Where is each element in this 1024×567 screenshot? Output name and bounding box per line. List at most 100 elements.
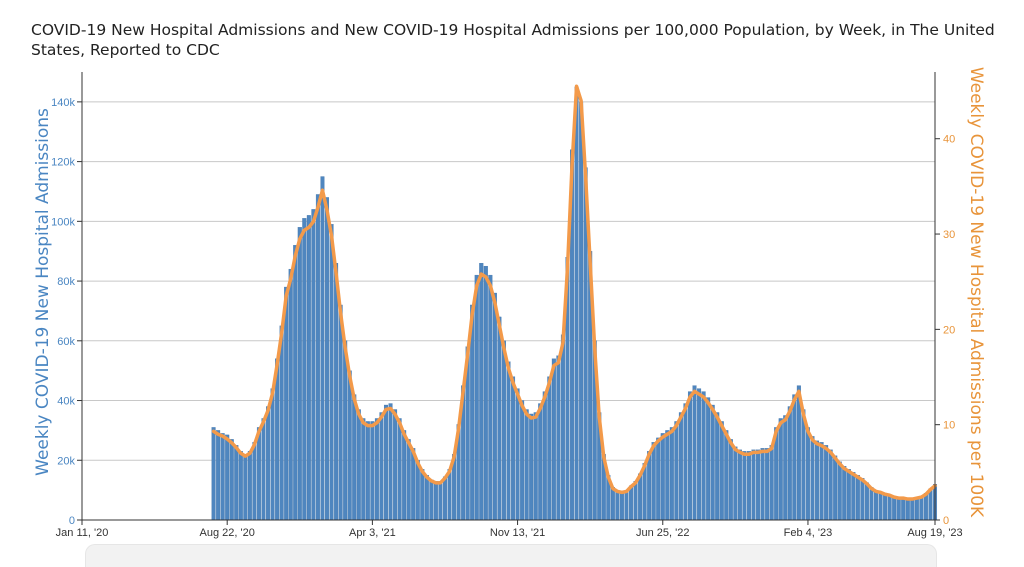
bar (515, 388, 520, 521)
bar (256, 427, 261, 521)
bar (420, 469, 425, 521)
bar (352, 394, 357, 521)
bar (520, 400, 525, 521)
bar (896, 496, 901, 521)
bar (356, 409, 361, 521)
bar (892, 495, 897, 521)
bar (619, 491, 624, 521)
y-tick-label: 120k (51, 157, 75, 169)
bar (923, 492, 928, 521)
bar (551, 358, 556, 521)
bar (506, 361, 511, 521)
bar (819, 442, 824, 521)
bar (765, 448, 770, 521)
y-tick-label: 100k (51, 216, 75, 228)
bar (742, 451, 747, 521)
bar (746, 451, 751, 521)
bar (660, 433, 665, 521)
bar (488, 274, 493, 521)
bar (878, 491, 883, 521)
bar (669, 427, 674, 521)
y-tick-label: 40k (57, 396, 75, 408)
bar (783, 415, 788, 521)
bar (247, 451, 252, 521)
bar (252, 442, 257, 521)
bar (828, 449, 833, 521)
bar (442, 476, 447, 521)
bar (393, 409, 398, 521)
x-tick-label: Nov 13, '21 (490, 527, 545, 539)
bar (325, 197, 330, 521)
bar (524, 409, 529, 521)
bar (778, 418, 783, 521)
bar (656, 437, 661, 521)
bar (320, 176, 325, 521)
bar (624, 489, 629, 521)
y-tick-label: 140k (51, 97, 75, 109)
y-tick-label: 20k (57, 455, 75, 467)
bar (438, 481, 443, 521)
bar (855, 475, 860, 521)
bar (402, 430, 407, 521)
bar-series (211, 86, 938, 521)
bar (674, 421, 679, 521)
bar (905, 498, 910, 521)
x-tick-label: Apr 3, '21 (349, 527, 396, 539)
bar (919, 495, 924, 521)
bar (311, 209, 316, 521)
bar (374, 418, 379, 521)
bar (415, 460, 420, 521)
y2-tick-label: 0 (943, 515, 949, 527)
bar (824, 445, 829, 521)
bar (737, 449, 742, 521)
bar (542, 391, 547, 521)
bar (792, 394, 797, 521)
bar (433, 481, 438, 521)
bar (874, 489, 879, 521)
y2-tick-label: 20 (943, 324, 955, 336)
bar (805, 427, 810, 521)
y-tick-label: 60k (57, 336, 75, 348)
bar (220, 433, 225, 521)
bar (710, 404, 715, 521)
bar (846, 469, 851, 521)
bar (347, 370, 352, 521)
bar (211, 427, 216, 521)
x-tick-label: Jan 11, '20 (56, 527, 109, 539)
bar (511, 376, 516, 521)
bar (701, 391, 706, 521)
bar (678, 412, 683, 521)
bar (533, 412, 538, 521)
bar (615, 489, 620, 521)
y2-axis-label: Weekly COVID-19 New Hospital Admissions … (966, 67, 986, 518)
bar (842, 466, 847, 521)
bar (815, 440, 820, 521)
bar (860, 478, 865, 521)
range-slider[interactable] (85, 544, 937, 567)
bar (361, 418, 366, 521)
bar (306, 215, 311, 521)
bar (315, 194, 320, 521)
bar (633, 481, 638, 521)
axes: 0 20k 40k 60k 80k 100k 120k 140k 0 10 20 30 40 Jan 11… (51, 72, 963, 539)
bar (706, 397, 711, 521)
x-tick-label: Jun 25, '22 (636, 527, 689, 539)
y2-tick-label: 10 (943, 420, 955, 432)
bar (628, 485, 634, 521)
bar (851, 472, 856, 521)
bar (719, 421, 724, 521)
bar (238, 451, 243, 521)
bar (733, 446, 738, 521)
y2-tick-label: 30 (943, 229, 955, 241)
bar (379, 412, 384, 521)
bar (243, 454, 248, 521)
bar (365, 421, 370, 521)
bar (216, 430, 221, 521)
y-axis-label: Weekly COVID-19 New Hospital Admissions (33, 108, 53, 476)
bar (692, 385, 697, 521)
bar (370, 421, 375, 521)
bar (447, 469, 452, 521)
bar (474, 274, 479, 521)
bar (556, 355, 561, 521)
